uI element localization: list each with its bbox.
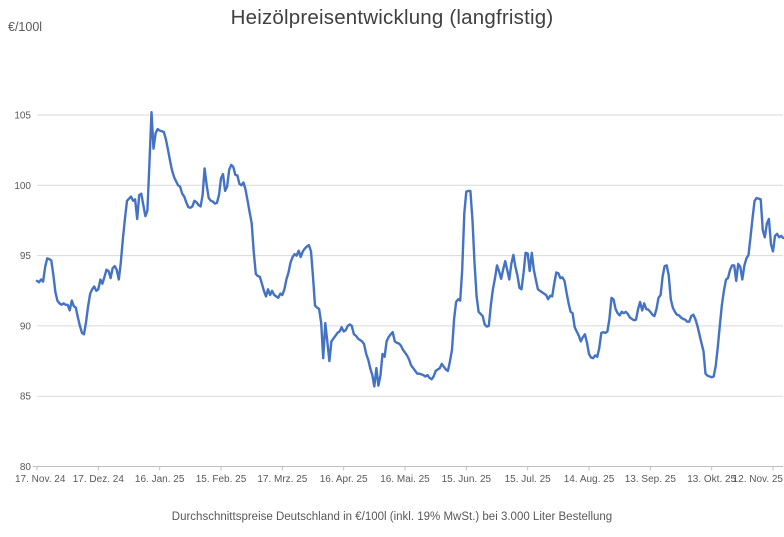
x-tick-label: 16. Jan. 25 (135, 474, 185, 485)
x-tick-label: 15. Jul. 25 (505, 474, 552, 485)
x-tick-label: 12. Nov. 25 (733, 474, 784, 485)
y-tick-label: 90 (20, 321, 32, 332)
x-tick-label: 15. Jun. 25 (442, 474, 492, 485)
x-tick-label: 16. Mai. 25 (380, 474, 430, 485)
chart-title: Heizölpreisentwicklung (langfristig) (230, 6, 554, 29)
x-tick-label: 17. Dez. 24 (73, 474, 125, 485)
price-line (35, 110, 784, 388)
x-tick-label: 14. Aug. 25 (564, 474, 615, 485)
x-tick-label: 15. Feb. 25 (196, 474, 247, 485)
y-tick-label: 100 (14, 181, 31, 192)
y-tick-label: 105 (14, 111, 31, 122)
y-tick-label: 80 (20, 462, 32, 473)
x-tick-label: 13. Okt. 25 (687, 474, 736, 485)
x-tick-label: 13. Sep. 25 (625, 474, 677, 485)
chart-subtitle: Durchschnittspreise Deutschland in €/100… (171, 511, 613, 523)
x-tick-label: 17. Mrz. 25 (257, 474, 307, 485)
y-axis-unit-label: €/100l (8, 20, 43, 34)
x-tick-label: 16. Apr. 25 (320, 474, 368, 485)
x-tick-label: 17. Nov. 24 (15, 474, 66, 485)
y-tick-label: 85 (20, 392, 32, 403)
y-tick-label: 95 (20, 251, 32, 262)
